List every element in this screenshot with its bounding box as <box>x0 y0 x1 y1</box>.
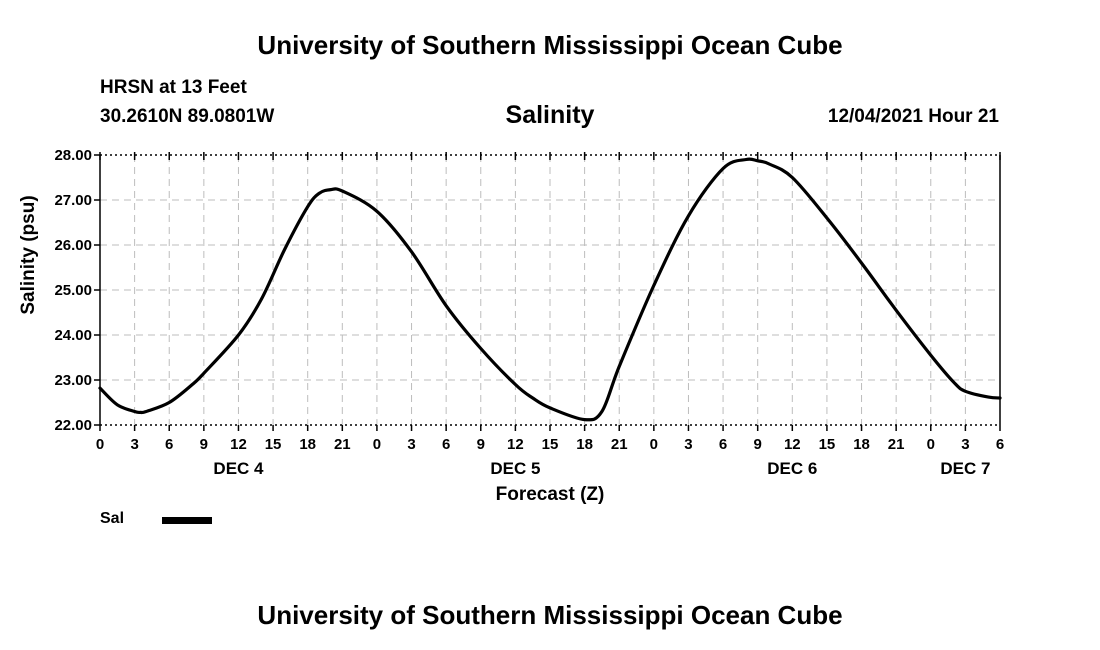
x-tick-label: 12 <box>230 436 247 453</box>
x-tick-label: 0 <box>96 436 104 453</box>
x-tick-label: 18 <box>576 436 593 453</box>
station-label: HRSN at 13 Feet <box>100 77 247 98</box>
x-tick-label: 15 <box>265 436 282 453</box>
x-tick-label: 6 <box>165 436 173 453</box>
legend-label: Sal <box>100 510 125 527</box>
x-tick-label: 0 <box>927 436 935 453</box>
x-tick-label: 6 <box>719 436 727 453</box>
y-axis-label: Salinity (psu) <box>18 195 39 314</box>
y-axis-ticks: 22.00 23.00 24.00 25.00 26.00 27.00 28.00 <box>54 147 100 434</box>
x-tick-label: 9 <box>754 436 762 453</box>
date-label: DEC 4 <box>213 459 264 478</box>
main-title: University of Southern Mississippi Ocean… <box>257 30 843 60</box>
x-axis-ticks: 0 3 6 9 12 15 18 21 0 3 6 9 12 15 18 21 0 3 6 9 12 15 18 21 0 3 6 <box>96 152 1004 453</box>
x-tick-label: 15 <box>819 436 836 453</box>
y-tick-label: 23.00 <box>54 372 92 389</box>
x-tick-label: 6 <box>996 436 1004 453</box>
x-tick-label: 0 <box>373 436 381 453</box>
x-tick-label: 3 <box>961 436 969 453</box>
x-tick-label: 3 <box>130 436 138 453</box>
footer-title: University of Southern Mississippi Ocean… <box>257 600 843 630</box>
x-tick-label: 6 <box>442 436 450 453</box>
forecast-datetime: 12/04/2021 Hour 21 <box>827 106 999 127</box>
y-tick-label: 28.00 <box>54 147 92 164</box>
x-tick-label: 0 <box>650 436 658 453</box>
series-layer <box>98 157 1002 422</box>
x-tick-label: 3 <box>684 436 692 453</box>
x-tick-label: 18 <box>299 436 316 453</box>
y-tick-label: 27.00 <box>54 192 92 209</box>
x-tick-label: 21 <box>334 436 351 453</box>
y-tick-label: 25.00 <box>54 282 92 299</box>
x-tick-label: 12 <box>784 436 801 453</box>
x-tick-label: 15 <box>542 436 559 453</box>
station-coordinates: 30.2610N 89.0801W <box>100 106 275 127</box>
x-tick-label: 12 <box>507 436 524 453</box>
grid-lines <box>100 155 1000 425</box>
series-line-sal <box>98 157 1002 422</box>
x-tick-label: 21 <box>611 436 628 453</box>
x-tick-label: 3 <box>407 436 415 453</box>
x-tick-label: 9 <box>200 436 208 453</box>
variable-title: Salinity <box>505 101 595 129</box>
y-tick-label: 22.00 <box>54 417 92 434</box>
date-label: DEC 5 <box>490 459 540 478</box>
date-label: DEC 7 <box>940 459 990 478</box>
x-tick-label: 18 <box>853 436 870 453</box>
y-tick-label: 26.00 <box>54 237 92 254</box>
date-label: DEC 6 <box>767 459 817 478</box>
x-axis-label: Forecast (Z) <box>496 484 605 505</box>
x-tick-label: 21 <box>888 436 905 453</box>
x-tick-label: 9 <box>477 436 485 453</box>
legend-swatch <box>162 517 212 524</box>
y-tick-label: 24.00 <box>54 327 92 344</box>
date-labels: DEC 4 DEC 5 DEC 6 DEC 7 <box>213 459 990 478</box>
